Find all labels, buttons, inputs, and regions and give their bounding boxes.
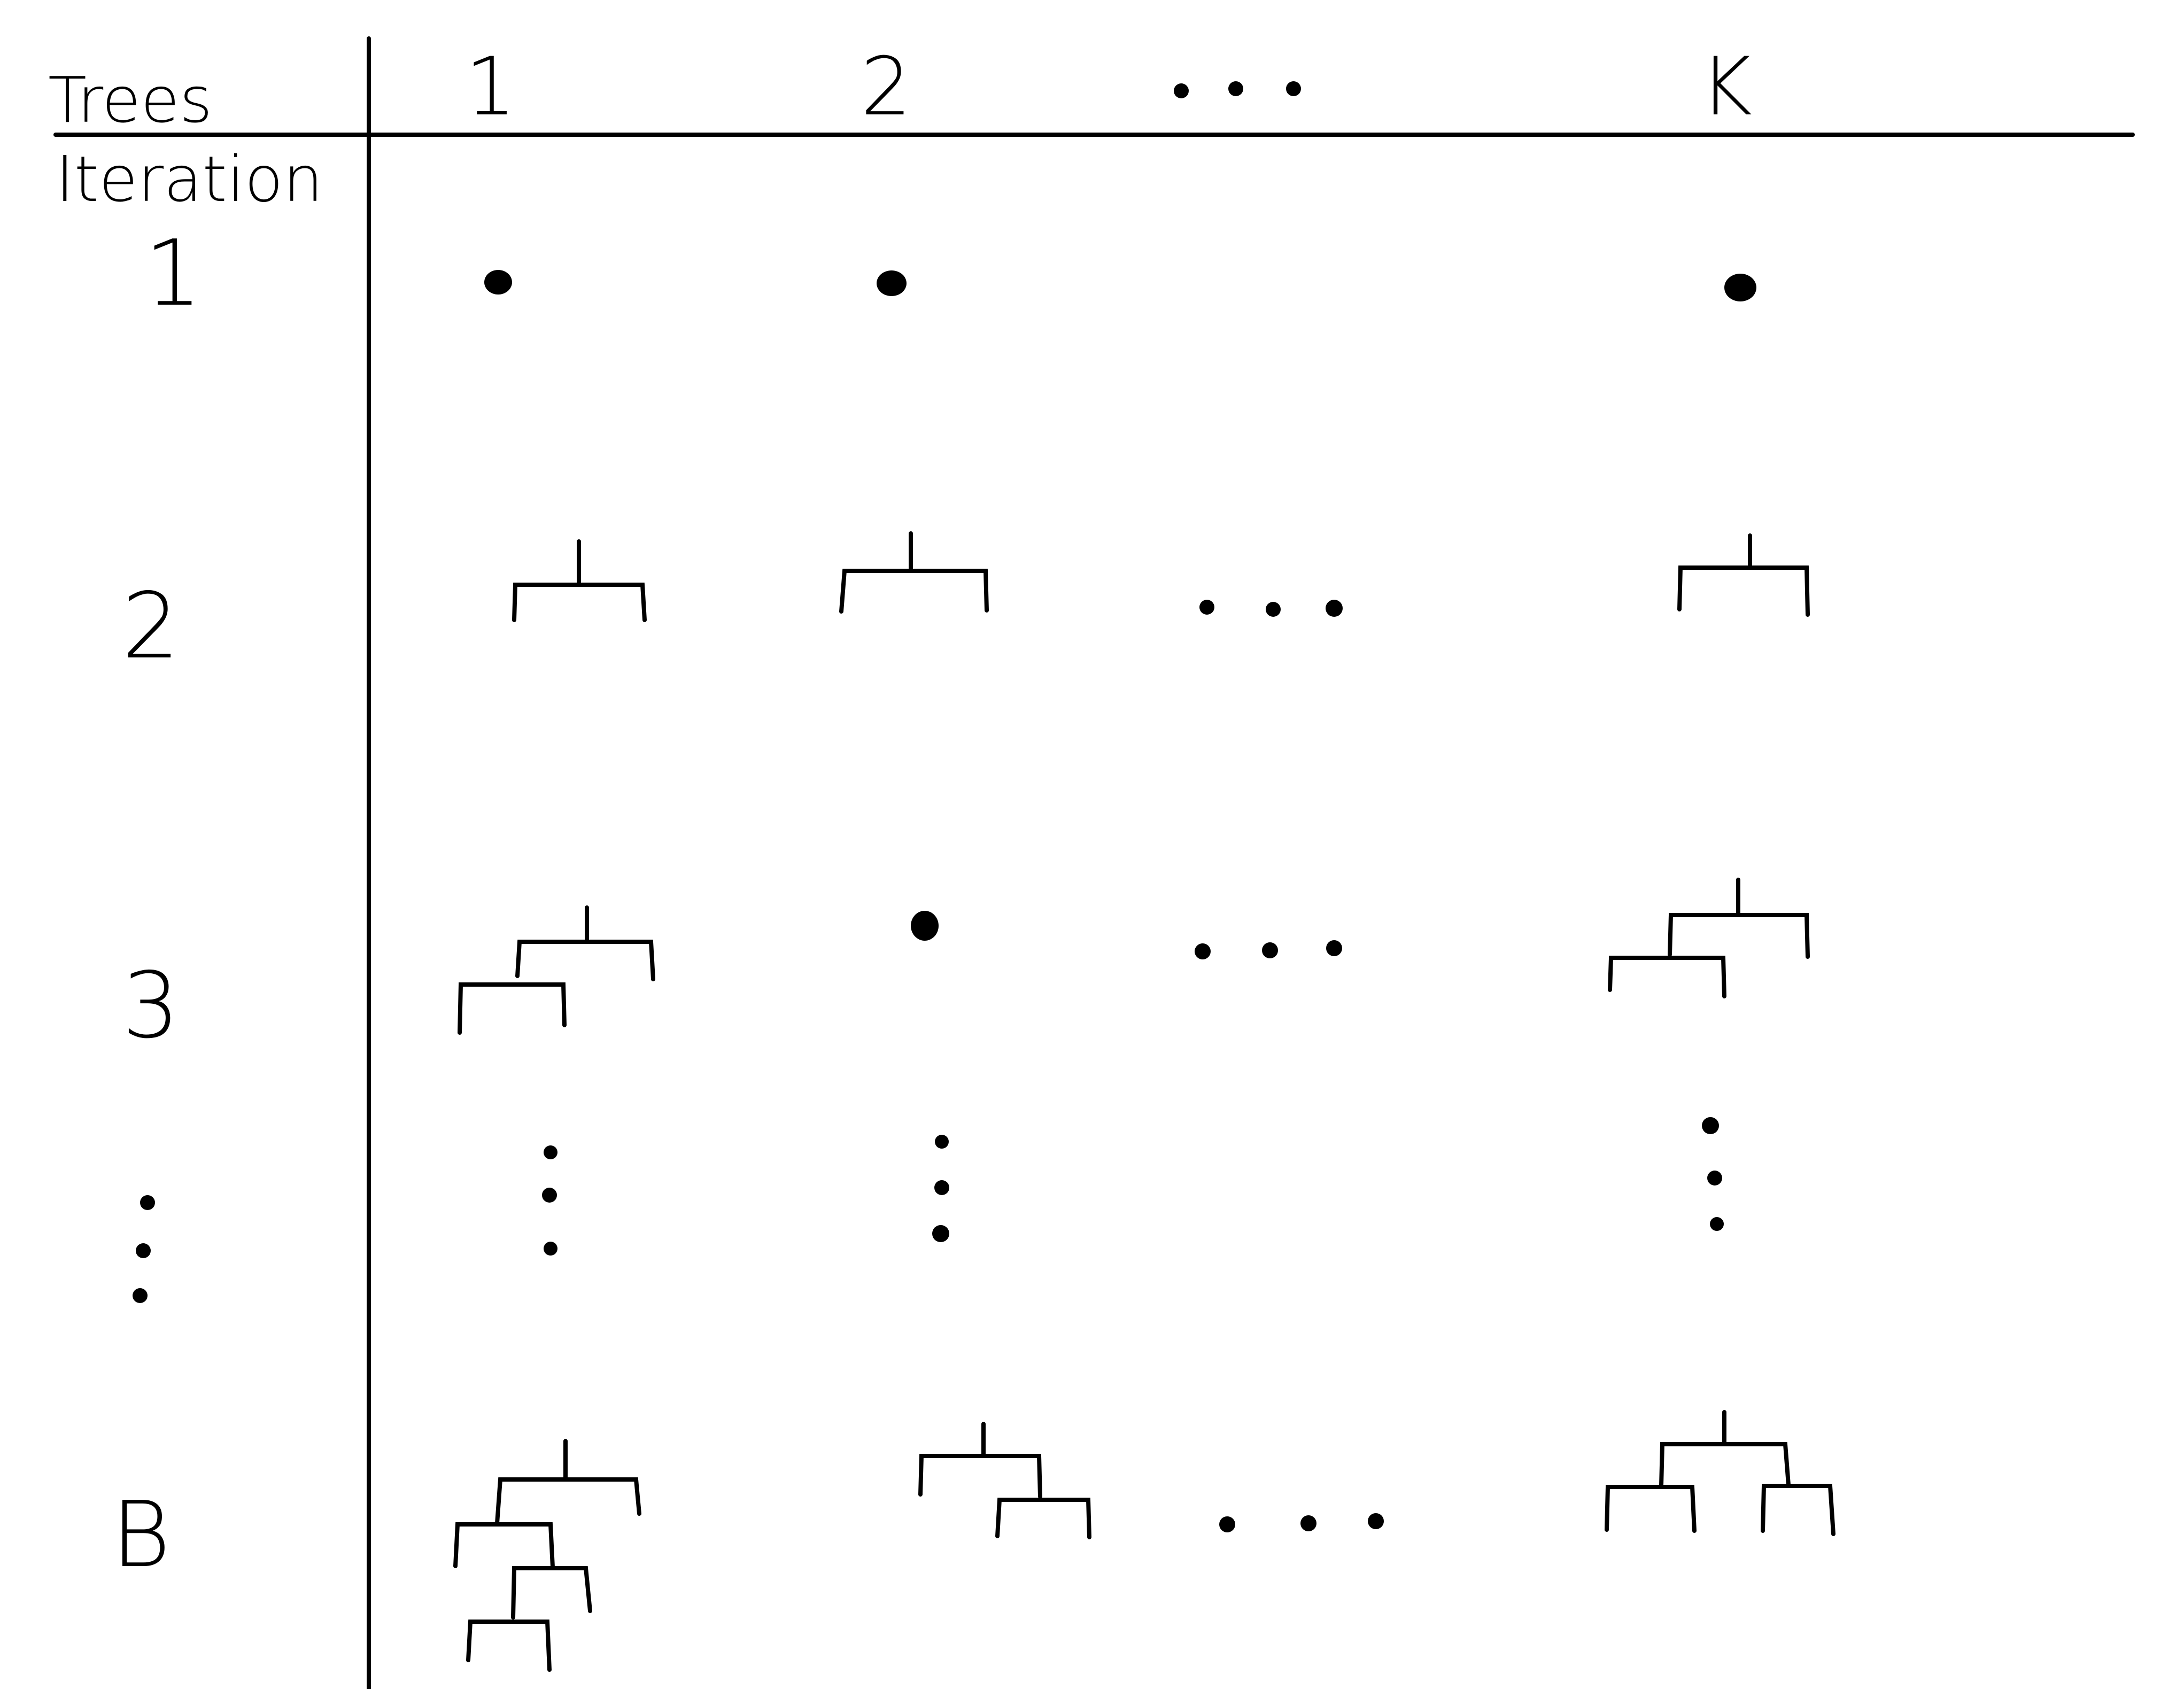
iterB-ellipsis <box>1219 1513 1384 1532</box>
iter1-tree2-node <box>877 270 907 296</box>
row-label-b: B <box>111 1482 171 1588</box>
iter3-tree2-node <box>911 911 939 941</box>
tree1-vertical-ellipsis <box>542 1145 557 1256</box>
row-label-2: 2 <box>122 574 180 679</box>
iter1-tree1-node <box>484 270 512 295</box>
column-label-k: K <box>1700 41 1752 134</box>
iterB-tree2-two-split <box>918 1422 1091 1539</box>
iter1-treek-node <box>1724 274 1756 301</box>
iter3-ellipsis <box>1195 940 1342 959</box>
column-label-2: 2 <box>861 41 911 134</box>
row-ellipsis <box>133 1195 155 1303</box>
tree2-vertical-ellipsis <box>932 1135 949 1242</box>
iter2-tree2-split <box>839 531 989 614</box>
iteration-header: Iteration <box>56 142 323 216</box>
iter3-treek-two-split <box>1608 878 1810 998</box>
iter2-tree1-split <box>512 539 647 622</box>
iterB-treek-three-split <box>1605 1410 1836 1536</box>
column-ellipsis <box>1174 81 1301 98</box>
iter2-ellipsis <box>1199 600 1343 617</box>
row-label-3: 3 <box>122 953 180 1059</box>
iterB-tree1-four-split <box>453 1439 641 1672</box>
trees-header: Trees <box>48 63 212 137</box>
treek-vertical-ellipsis <box>1702 1117 1724 1231</box>
column-label-1: 1 <box>465 41 516 134</box>
row-label-1: 1 <box>144 221 202 327</box>
iter2-treek-split <box>1677 533 1810 617</box>
iter3-tree1-two-split <box>458 905 655 1035</box>
